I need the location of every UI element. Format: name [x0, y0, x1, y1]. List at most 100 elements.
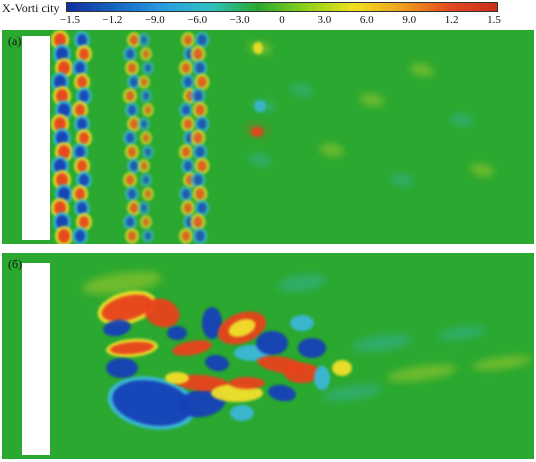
- vortex-blob: [112, 380, 192, 426]
- vortex-blob: [197, 34, 207, 46]
- vortex-blob: [197, 76, 207, 88]
- vortex-blob: [56, 173, 68, 187]
- vorticity-field-a: [51, 30, 494, 244]
- vortex-blob: [197, 202, 207, 214]
- vortex-blob: [322, 384, 382, 402]
- colorbar-tick: −3.0: [229, 14, 250, 26]
- vortex-blob: [145, 106, 151, 114]
- vortex-blob: [182, 189, 190, 199]
- vortex-blob: [193, 48, 203, 60]
- vortex-blob: [54, 33, 66, 47]
- vortex-blob: [182, 147, 190, 157]
- colorbar-tick: 3.0: [317, 14, 332, 26]
- colorbar-title: X-Vorti city: [2, 1, 60, 15]
- vortex-blob: [126, 133, 134, 143]
- vortex-blob: [256, 331, 288, 355]
- vortex-blob: [77, 118, 87, 130]
- vortex-blob: [126, 217, 134, 227]
- vortex-blob: [56, 215, 68, 229]
- colorbar-tick: −1.2: [102, 14, 123, 26]
- vortex-blob: [172, 340, 212, 356]
- vortex-blob: [253, 42, 263, 54]
- vortex-blob: [75, 188, 85, 200]
- vortex-blob: [101, 294, 153, 322]
- vortex-blob: [141, 78, 147, 86]
- vortex-blob: [141, 162, 147, 170]
- vortex-blob: [184, 203, 192, 213]
- vortex-blob: [472, 355, 532, 371]
- vortex-blob: [130, 203, 138, 213]
- vortex-blob: [58, 229, 70, 243]
- vortex-blob: [390, 173, 414, 187]
- wall-b: [14, 263, 50, 455]
- vortex-blob: [290, 315, 314, 331]
- vortex-blob: [128, 147, 136, 157]
- vortex-blob: [77, 160, 87, 172]
- panel-a: (a): [2, 30, 534, 244]
- vortex-blob: [470, 163, 494, 177]
- vortex-blob: [184, 35, 192, 45]
- vortex-blob: [143, 50, 149, 58]
- vortex-blob: [79, 132, 89, 144]
- vortex-blob: [56, 131, 68, 145]
- vortex-blob: [77, 34, 87, 46]
- colorbar-tick: −6.0: [187, 14, 208, 26]
- vortex-blob: [54, 75, 66, 89]
- vortex-blob: [268, 384, 296, 402]
- panel-label-b: (б): [8, 257, 23, 271]
- vortex-blob: [193, 216, 203, 228]
- vortex-blob: [202, 307, 222, 339]
- vortex-blob: [128, 63, 136, 73]
- vortex-blob: [195, 230, 205, 242]
- vortex-blob: [182, 231, 190, 241]
- vortex-blob: [195, 146, 205, 158]
- vortex-blob: [58, 61, 70, 75]
- vortex-blob: [141, 204, 147, 212]
- vortex-blob: [75, 62, 85, 74]
- vortex-blob: [79, 48, 89, 60]
- colorbar-tick: −1.5: [60, 14, 80, 26]
- vortex-blob: [75, 104, 85, 116]
- vortex-blob: [82, 271, 162, 295]
- vortex-blob: [248, 153, 272, 167]
- vortex-blob: [58, 103, 70, 117]
- vortex-blob: [193, 132, 203, 144]
- vortex-blob: [197, 160, 207, 172]
- colorbar-gradient: [66, 2, 498, 12]
- vortex-blob: [79, 90, 89, 102]
- vortex-blob: [410, 63, 434, 77]
- vortex-blob: [298, 338, 326, 358]
- vortex-blob: [54, 201, 66, 215]
- vortex-blob: [254, 100, 266, 112]
- vortex-blob: [437, 326, 487, 340]
- vortex-blob: [79, 174, 89, 186]
- vortex-blob: [103, 319, 131, 337]
- vortex-blob: [145, 190, 151, 198]
- vortex-blob: [450, 113, 474, 127]
- vortex-blob: [332, 360, 352, 376]
- vortex-blob: [165, 372, 189, 384]
- colorbar-tick: 0: [279, 14, 285, 26]
- vortex-blob: [184, 77, 192, 87]
- panel-label-a: (a): [8, 34, 22, 48]
- vortex-blob: [58, 187, 70, 201]
- vortex-blob: [75, 230, 85, 242]
- vortex-blob: [195, 62, 205, 74]
- vortex-blob: [197, 118, 207, 130]
- vortex-blob: [126, 49, 134, 59]
- vortex-blob: [54, 159, 66, 173]
- vortex-blob: [54, 117, 66, 131]
- vortex-blob: [145, 148, 151, 156]
- vortex-blob: [320, 143, 344, 157]
- vortex-blob: [182, 63, 190, 73]
- vortex-blob: [229, 377, 265, 389]
- vortex-blob: [314, 366, 330, 390]
- vortex-blob: [195, 188, 205, 200]
- colorbar: X-Vorti city −1.5 −1.2 −9.0 −6.0 −3.0 0 3.0 6.0…: [0, 0, 536, 30]
- vortex-blob: [141, 120, 147, 128]
- vortex-blob: [184, 161, 192, 171]
- vortex-blob: [352, 334, 412, 352]
- vortex-blob: [145, 232, 151, 240]
- colorbar-tick: 9.0: [402, 14, 417, 26]
- vortex-blob: [195, 104, 205, 116]
